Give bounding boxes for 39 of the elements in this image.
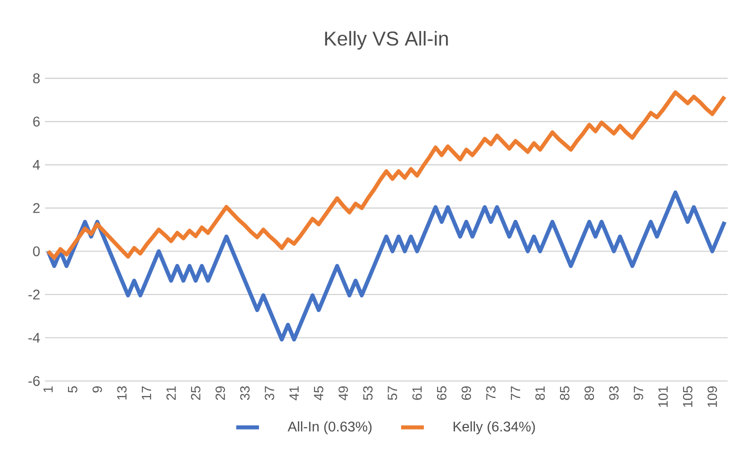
y-tick-label: 8 — [33, 73, 40, 84]
x-tick-label: 1 — [43, 386, 53, 392]
x-tick-label: 45 — [314, 386, 324, 400]
x-tick-label: 89 — [584, 386, 594, 400]
y-tick-label: 0 — [33, 246, 40, 256]
x-tick-label: 65 — [436, 386, 446, 400]
x-tick-label: 101 — [658, 386, 668, 407]
legend-label: Kelly (6.34%) — [454, 421, 535, 434]
x-tick-label: 25 — [190, 386, 200, 400]
x-tick-label: 21 — [166, 386, 176, 400]
x-tick-label: 57 — [388, 386, 398, 400]
chart-title: Kelly VS All-in — [325, 30, 448, 50]
x-tick-label: 77 — [510, 386, 520, 400]
x-tick-label: 69 — [462, 386, 471, 400]
x-tick-label: 17 — [142, 386, 152, 400]
x-tick-label: 33 — [240, 386, 250, 400]
x-tick-label: 105 — [682, 386, 692, 407]
x-tick-label: 29 — [216, 386, 225, 400]
y-tick-label: -4 — [28, 332, 40, 343]
y-tick-label: 6 — [33, 116, 40, 127]
x-tick-label: 85 — [560, 386, 570, 400]
x-tick-label: 41 — [289, 386, 299, 400]
x-tick-label: 61 — [412, 386, 422, 400]
x-tick-label: 97 — [634, 386, 644, 400]
y-tick-label: -2 — [28, 290, 40, 300]
x-tick-label: 109 — [708, 386, 718, 407]
x-tick-label: 49 — [338, 386, 348, 400]
x-tick-label: 53 — [363, 386, 373, 400]
x-tick-label: 73 — [486, 386, 496, 400]
y-tick-label: 4 — [32, 160, 40, 170]
x-tick-label: 81 — [535, 386, 545, 400]
y-tick-label: -6 — [28, 376, 40, 386]
legend-label: All-In (0.63%) — [288, 421, 372, 434]
y-tick-label: 2 — [33, 203, 40, 213]
x-tick-label: 37 — [264, 386, 274, 400]
x-tick-label: 93 — [609, 386, 619, 400]
x-tick-label: 13 — [117, 386, 127, 400]
x-tick-label: 5 — [68, 386, 78, 393]
x-tick-label: 9 — [92, 386, 102, 392]
